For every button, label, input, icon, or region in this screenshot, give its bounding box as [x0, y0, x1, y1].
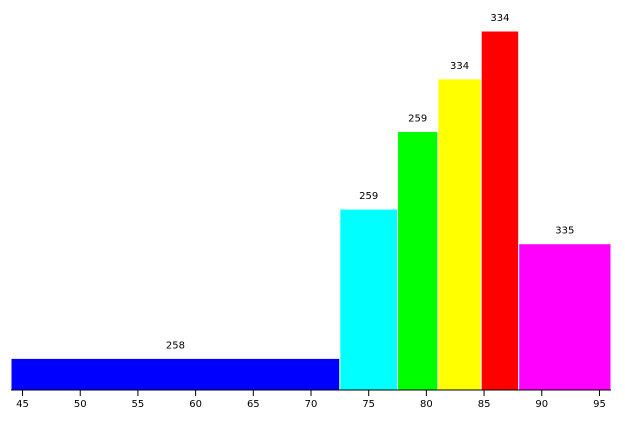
bar	[10, 357, 341, 391]
bar	[480, 30, 520, 391]
x-tick-label: 65	[247, 399, 260, 410]
bar	[437, 78, 482, 391]
x-tick-label: 95	[593, 399, 606, 410]
bar	[397, 130, 439, 391]
x-tick-label: 75	[362, 399, 375, 410]
x-tick-label: 80	[420, 399, 433, 410]
x-tick-label: 90	[535, 399, 548, 410]
bar	[339, 208, 399, 391]
x-tick-label: 85	[478, 399, 491, 410]
value-label: 258	[166, 340, 185, 351]
value-label: 334	[450, 61, 469, 72]
x-tick-label: 50	[74, 399, 87, 410]
x-tick-label: 60	[189, 399, 202, 410]
value-label: 259	[408, 113, 427, 124]
x-tick-label: 45	[16, 399, 29, 410]
x-tick-label: 55	[132, 399, 145, 410]
x-tick-label: 70	[305, 399, 318, 410]
value-label: 335	[555, 226, 574, 237]
value-label: 259	[359, 191, 378, 202]
bar	[518, 243, 612, 391]
value-label: 334	[490, 13, 509, 24]
